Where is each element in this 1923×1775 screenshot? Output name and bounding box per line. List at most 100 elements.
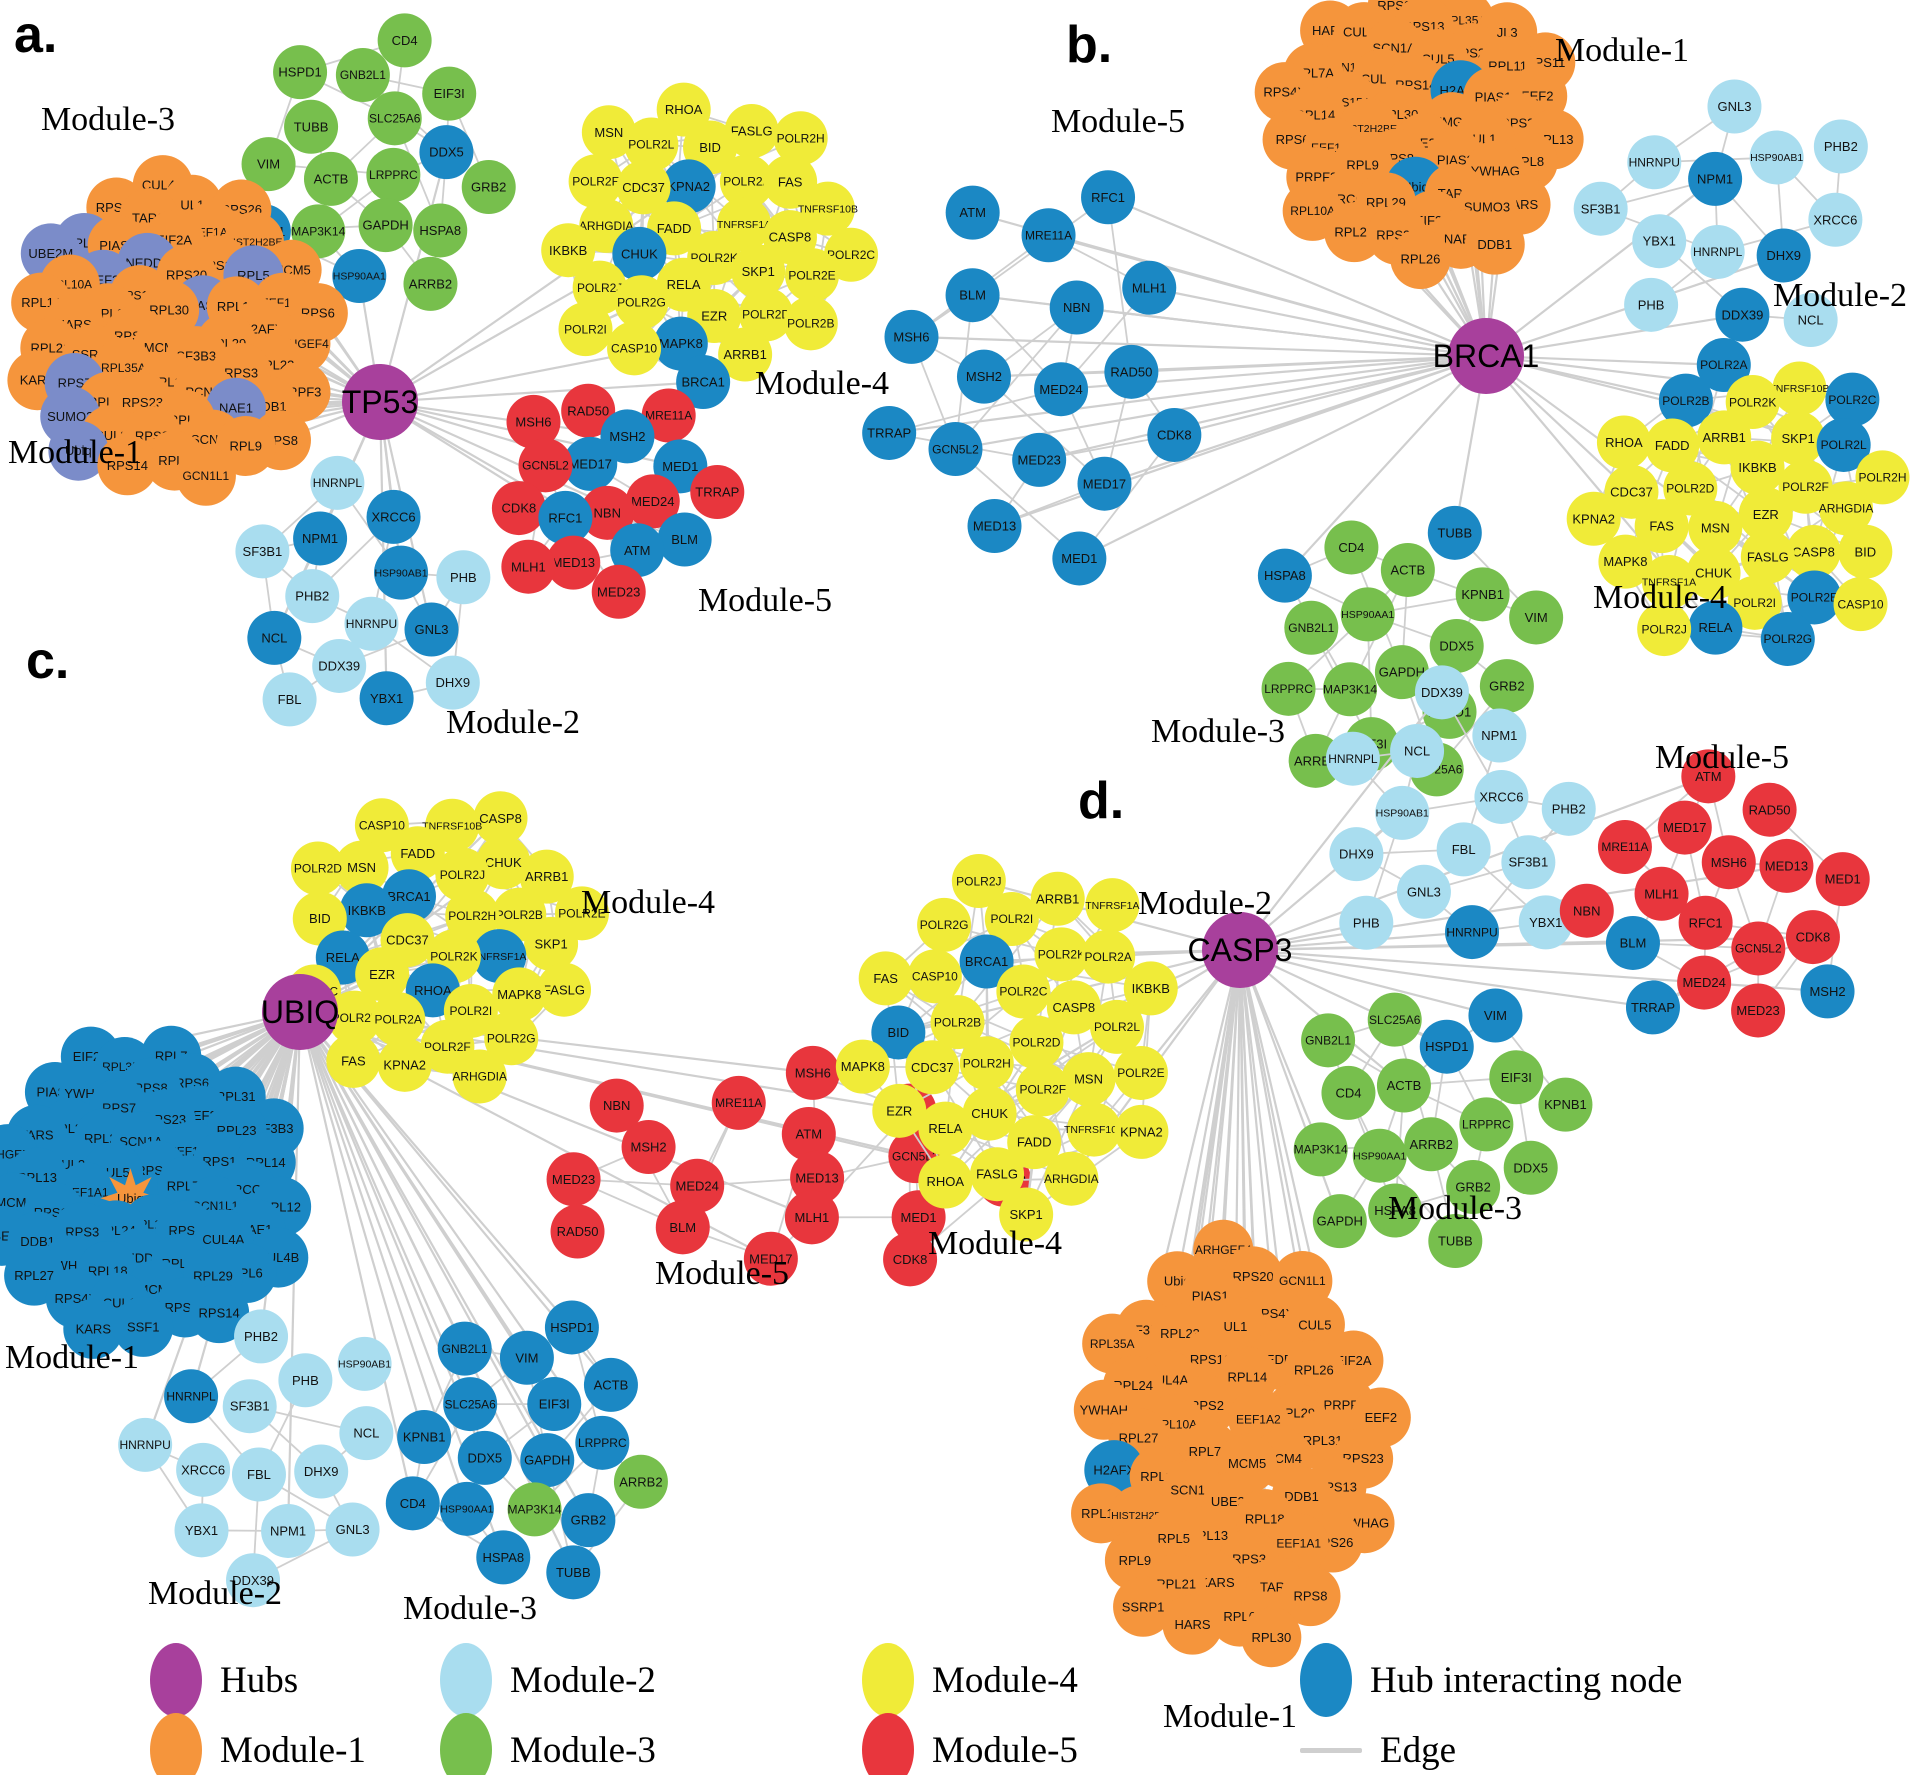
svg-text:RPL26: RPL26 — [1401, 252, 1441, 267]
node: POLR2F — [568, 154, 623, 209]
module-4-marker-icon — [862, 1643, 914, 1717]
node: BLM — [655, 1200, 710, 1255]
node: BRCA1 — [381, 869, 436, 924]
node: FADD — [1007, 1115, 1062, 1170]
module-label: Module-4 — [928, 1225, 1062, 1262]
svg-text:POLR2B: POLR2B — [496, 908, 543, 922]
svg-text:MSN: MSN — [347, 860, 376, 875]
svg-text:FAS: FAS — [778, 174, 803, 189]
svg-text:DDX39: DDX39 — [1721, 307, 1763, 322]
svg-text:BRCA1: BRCA1 — [387, 889, 430, 904]
panel-letter: b. — [1066, 16, 1112, 74]
svg-text:UL1: UL1 — [1223, 1319, 1247, 1334]
svg-text:MSH6: MSH6 — [1711, 855, 1747, 870]
node: GAPDH — [520, 1433, 575, 1488]
node: XRCC6 — [1474, 769, 1529, 824]
legend-item-module-4: Module-4 — [862, 1642, 1078, 1718]
svg-text:PHB2: PHB2 — [244, 1329, 278, 1344]
svg-text:POLR2D: POLR2D — [742, 308, 790, 322]
node: EIF3I — [1489, 1050, 1544, 1105]
svg-text:YWHAH: YWHAH — [1080, 1402, 1128, 1417]
svg-text:NBN: NBN — [594, 505, 621, 520]
svg-text:BLM: BLM — [959, 288, 986, 303]
node: PHB — [1339, 895, 1394, 950]
hub-label: BRCA1 — [1433, 338, 1540, 374]
node: HSP90AB1 — [337, 1336, 392, 1391]
node: HSPA8 — [476, 1530, 531, 1585]
svg-text:ACTB: ACTB — [1387, 1078, 1422, 1093]
node: GNB2L1 — [437, 1321, 492, 1376]
node: MAP3K14 — [1294, 1122, 1348, 1177]
node: BRCA1 — [959, 934, 1014, 989]
node: KPNA2 — [1114, 1104, 1169, 1159]
node: MLH1 — [784, 1190, 839, 1245]
svg-text:FBL: FBL — [278, 692, 302, 707]
svg-text:TNFRSF10B: TNFRSF10B — [1064, 1124, 1124, 1136]
svg-text:ACTB: ACTB — [594, 1377, 629, 1392]
svg-text:POLR2F: POLR2F — [572, 175, 619, 189]
svg-text:POLR2I: POLR2I — [564, 322, 607, 336]
svg-text:DDX39: DDX39 — [232, 1573, 274, 1588]
svg-text:POLR2L: POLR2L — [628, 138, 674, 152]
node: DHX9 — [1756, 228, 1811, 283]
module-label: Module-1 — [1163, 1698, 1297, 1735]
svg-text:SSF1: SSF1 — [127, 1319, 160, 1334]
svg-text:RPL35A: RPL35A — [1090, 1337, 1135, 1351]
node: GCN1L1 — [175, 445, 236, 506]
node: IKBKB — [339, 883, 394, 938]
svg-text:KPNA2: KPNA2 — [1120, 1124, 1163, 1139]
node: SKP1 — [524, 916, 579, 971]
node: NBN — [589, 1078, 644, 1133]
svg-text:PHB2: PHB2 — [295, 589, 329, 604]
node: CD4 — [1324, 520, 1379, 575]
node: DDX5 — [419, 125, 474, 180]
svg-text:ARRB2: ARRB2 — [619, 1474, 662, 1489]
node: CDK8 — [1147, 407, 1202, 462]
node: SF3B1 — [1573, 181, 1628, 236]
node: ARHGDIA — [1044, 1151, 1099, 1206]
svg-text:FAS: FAS — [1649, 519, 1674, 534]
node: TNFRSF1A — [1085, 878, 1140, 933]
node: ARRB1 — [1030, 871, 1085, 926]
node: CHUK — [1686, 545, 1741, 600]
node: SLC25A6 — [1367, 992, 1422, 1047]
node: RPL30 — [1241, 1607, 1302, 1668]
svg-text:MSH2: MSH2 — [631, 1140, 667, 1155]
node: GNL3 — [1707, 79, 1762, 134]
node: FAS — [763, 154, 818, 209]
svg-text:HSPA8: HSPA8 — [1264, 568, 1306, 583]
svg-text:PHB: PHB — [1353, 915, 1380, 930]
svg-text:MSH6: MSH6 — [893, 329, 929, 344]
svg-text:POLR2G: POLR2G — [617, 295, 666, 309]
hub-label: UBIQ — [261, 994, 339, 1030]
node: GRB2 — [561, 1493, 616, 1548]
svg-text:MED24: MED24 — [631, 494, 674, 509]
node: NBN — [1559, 883, 1614, 938]
svg-text:POLR2B: POLR2B — [787, 317, 834, 331]
svg-text:RELA: RELA — [928, 1121, 962, 1136]
node: RPS14 — [97, 435, 158, 496]
svg-text:MCM5: MCM5 — [1228, 1456, 1266, 1471]
panel-d: DDX39 NPM1 NCL HNRNPL XRCC6 PHB2 HSP90AB1 FBL DH… — [835, 665, 1870, 1735]
node: BID — [1838, 524, 1893, 579]
node: RPS14 — [189, 1283, 250, 1344]
svg-text:DHX9: DHX9 — [304, 1464, 339, 1479]
hub-node: CASP3 — [1188, 912, 1292, 988]
svg-text:MAP3K14: MAP3K14 — [508, 1503, 562, 1517]
node: DDX5 — [457, 1430, 512, 1485]
legend-item-hub-interacting-node: Hub interacting node — [1300, 1642, 1682, 1718]
svg-text:DHX9: DHX9 — [1339, 847, 1374, 862]
module-label: Module-2 — [1773, 277, 1907, 314]
svg-text:CASP10: CASP10 — [912, 970, 958, 984]
svg-text:MSH6: MSH6 — [795, 1065, 831, 1080]
node: GAPDH — [1312, 1194, 1367, 1249]
svg-text:HSP90AB1: HSP90AB1 — [1750, 152, 1803, 164]
svg-text:LRPPRC: LRPPRC — [578, 1436, 627, 1450]
node: SF3B1 — [222, 1379, 277, 1434]
node: DHX9 — [425, 655, 480, 710]
svg-text:EIF3I: EIF3I — [434, 86, 465, 101]
node: MSH6 — [506, 394, 561, 449]
node: Ubiq — [48, 420, 109, 481]
svg-text:HNRNPU: HNRNPU — [1629, 155, 1680, 169]
